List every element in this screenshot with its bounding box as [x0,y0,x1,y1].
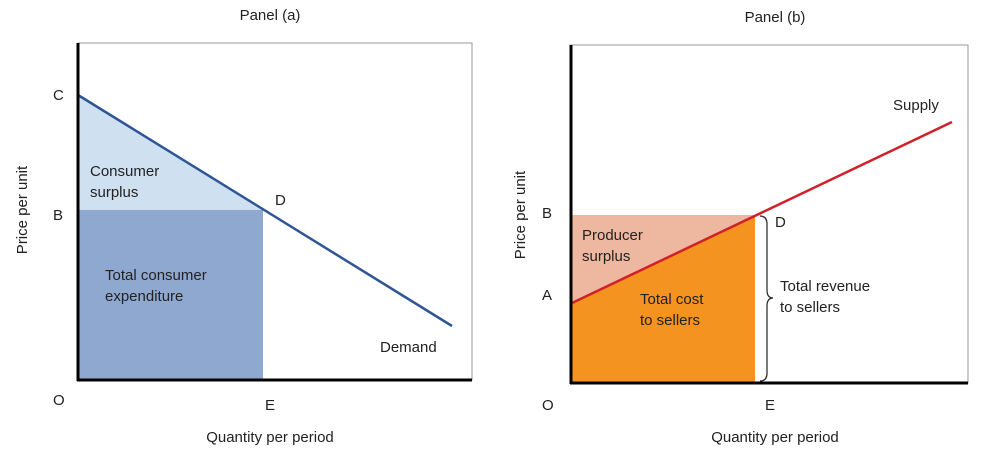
curve-label: Supply [893,97,939,114]
x-axis-label: Quantity per period [206,429,334,446]
area-label: surplus [582,248,630,265]
expenditure-area [78,210,263,380]
point-label: D [775,214,786,231]
point-label: A [542,287,552,304]
x-axis-label: Quantity per period [711,429,839,446]
point-label: B [542,205,552,222]
cost-area [572,215,755,383]
point-label: E [765,397,775,414]
area-label: to sellers [780,299,840,316]
point-label: D [275,192,286,209]
area-label: Consumer [90,163,159,180]
area-label: Producer [582,227,643,244]
point-label: C [53,87,64,104]
point-label: O [542,397,554,414]
demand-curve [77,93,453,328]
point-label: E [265,397,275,414]
area-label: Total revenue [780,278,870,295]
y-axis-label: Price per unit [14,165,31,254]
supply-curve [571,120,953,305]
area-label: Total cost [640,291,704,308]
panel-title: Panel (a) [240,7,301,24]
area-label: Total consumer [105,267,207,284]
point-label: B [53,207,63,224]
y-axis-label: Price per unit [512,170,529,259]
revenue-bracket [759,215,774,382]
area-label: to sellers [640,312,700,329]
point-label: O [53,392,65,409]
curve-label: Demand [380,339,437,356]
panel-title: Panel (b) [745,9,806,26]
area-label: expenditure [105,288,183,305]
area-label: surplus [90,184,138,201]
